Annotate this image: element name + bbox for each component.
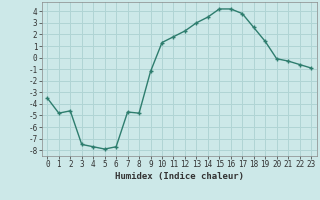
X-axis label: Humidex (Indice chaleur): Humidex (Indice chaleur) [115,172,244,181]
